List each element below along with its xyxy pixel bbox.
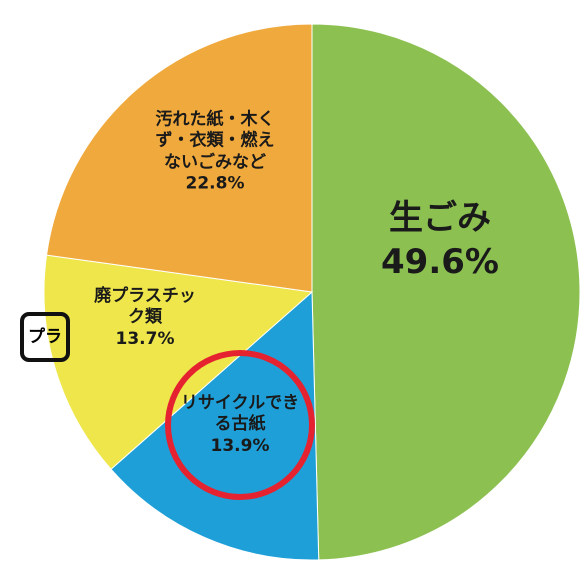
recycle-mark: プラ xyxy=(20,312,70,362)
value-label: 13.7% xyxy=(90,329,200,350)
category-name: 廃プラスチック類 xyxy=(94,286,196,327)
pie-slice xyxy=(312,24,580,560)
category-name: リサイクルできる古紙 xyxy=(181,393,299,434)
value-label: 22.8% xyxy=(155,173,275,194)
category-name: 生ごみ xyxy=(389,198,491,238)
value-label: 13.9% xyxy=(175,436,305,457)
value-label: 49.6% xyxy=(360,240,520,284)
category-name: 汚れた紙・木くず・衣類・燃えないごみなど xyxy=(156,110,275,173)
page: プラ 生ごみ49.6% リサイクルできる古紙13.9% 廃プラスチック類13.7% 汚… xyxy=(0,0,583,565)
